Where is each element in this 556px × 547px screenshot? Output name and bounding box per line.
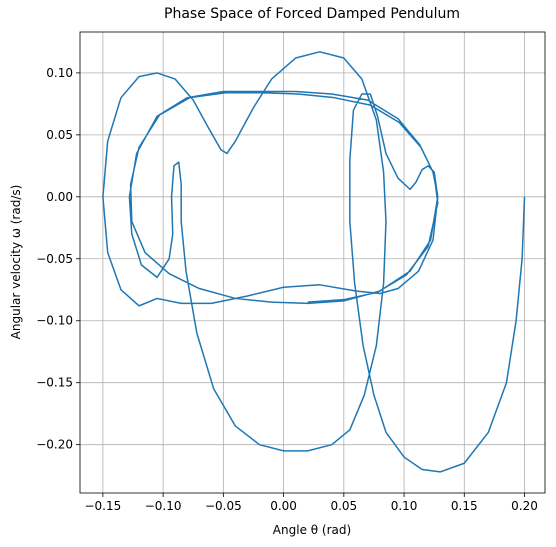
y-tick-label: −0.10 [36,314,73,328]
x-tick-label: 0.10 [391,499,418,513]
y-tick-label: −0.15 [36,376,73,390]
y-axis-label: Angular velocity ω (rad/s) [9,185,23,340]
x-tick-label: 0.20 [511,499,538,513]
x-tick-label: 0.05 [330,499,357,513]
plot-frame [79,31,546,494]
chart-title: Phase Space of Forced Damped Pendulum [164,6,460,22]
x-tick-label: −0.10 [145,499,182,513]
x-tick-label: 0.15 [451,499,478,513]
x-tick-label: 0.00 [270,499,297,513]
x-tick-label: −0.15 [84,499,121,513]
y-tick-label: 0.10 [46,66,73,80]
trajectory-line [102,51,526,473]
x-axis-label: Angle θ (rad) [273,523,351,537]
x-tick-label: −0.05 [205,499,242,513]
y-tick-label: 0.05 [46,128,73,142]
y-tick-label: 0.00 [46,190,73,204]
y-tick-label: −0.05 [36,252,73,266]
y-tick-label: −0.20 [36,438,73,452]
